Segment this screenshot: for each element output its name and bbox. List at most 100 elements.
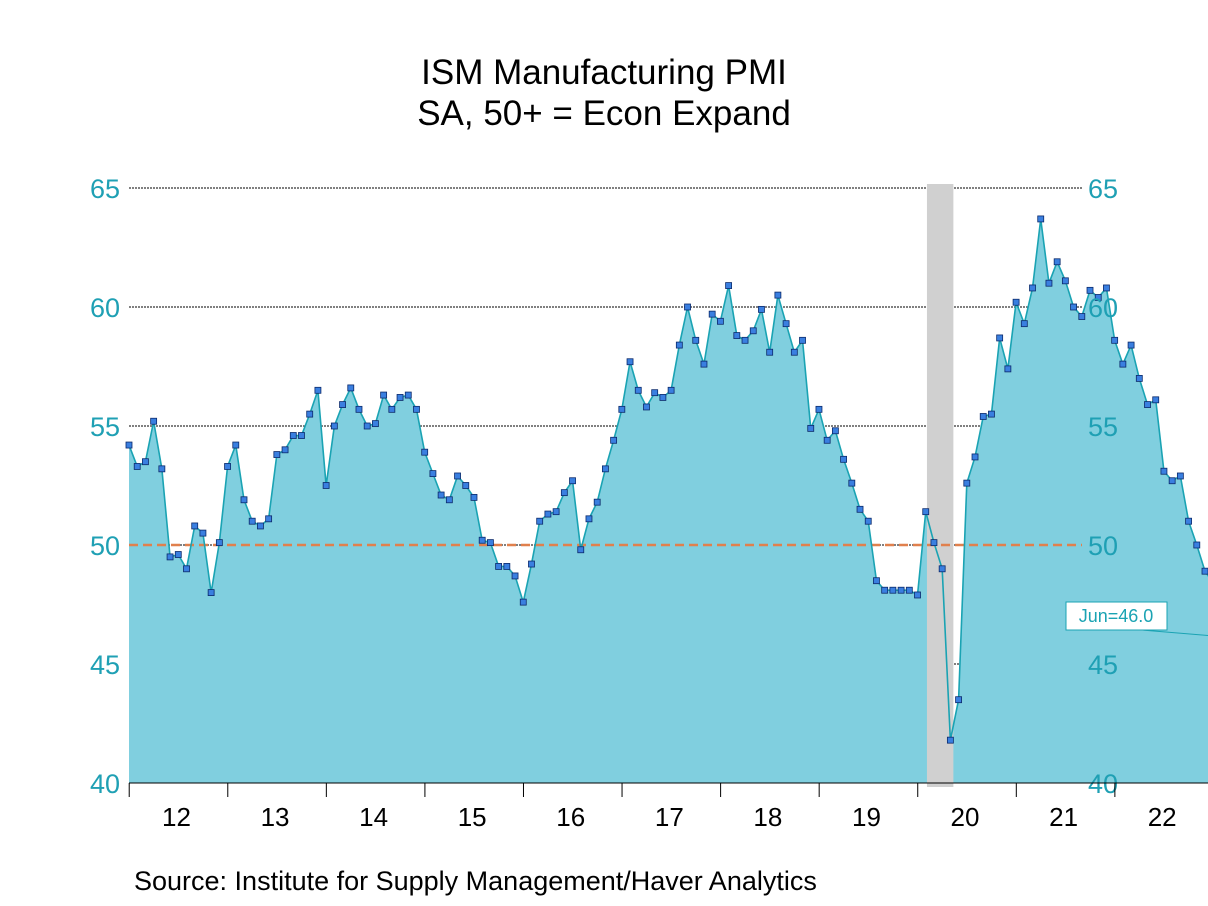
data-point <box>330 422 338 430</box>
data-point <box>873 577 880 585</box>
data-point <box>831 427 839 435</box>
data-point <box>659 394 667 401</box>
data-point <box>560 489 568 497</box>
data-point <box>790 348 798 356</box>
data-point <box>536 517 544 525</box>
data-point <box>823 436 831 444</box>
data-point <box>322 482 330 489</box>
data-point <box>421 448 429 456</box>
area-fill <box>129 218 1208 783</box>
data-point <box>897 586 905 594</box>
data-point <box>281 446 289 454</box>
data-point <box>1127 341 1135 349</box>
recession-band <box>926 184 954 787</box>
data-point <box>1144 401 1151 408</box>
data-point <box>388 405 396 413</box>
data-point <box>815 405 823 413</box>
data-point <box>437 491 445 499</box>
data-point <box>462 482 470 489</box>
data-point <box>224 463 231 470</box>
data-point <box>232 441 240 449</box>
data-point <box>684 303 691 311</box>
data-point <box>413 405 420 413</box>
data-point <box>158 465 166 473</box>
data-point <box>741 336 749 344</box>
data-point <box>470 493 478 501</box>
data-point <box>848 479 856 487</box>
y-tick-label-left: 50 <box>90 531 120 561</box>
data-point <box>339 401 346 408</box>
annotation-box <box>1065 601 1168 631</box>
data-point <box>971 453 979 461</box>
data-point <box>511 572 519 580</box>
data-point <box>273 451 281 458</box>
data-point <box>495 563 503 570</box>
x-tick-label: 22 <box>1148 802 1177 832</box>
data-point <box>183 565 190 573</box>
data-point <box>454 472 461 480</box>
data-point <box>782 320 790 328</box>
data-point <box>215 539 223 547</box>
data-point <box>265 515 273 523</box>
data-point <box>125 441 133 449</box>
data-point <box>528 560 535 568</box>
data-point <box>298 432 305 439</box>
data-point <box>552 508 560 516</box>
data-point <box>174 551 182 558</box>
recession-shading <box>926 184 954 787</box>
data-point <box>445 496 453 504</box>
data-point <box>856 505 864 513</box>
data-point <box>314 386 322 394</box>
data-point <box>766 348 774 356</box>
x-tick-label: 13 <box>261 802 290 832</box>
data-point <box>166 553 174 561</box>
y-tick-label-left: 40 <box>90 769 120 799</box>
data-point <box>1029 284 1036 292</box>
data-point <box>749 327 757 335</box>
data-point <box>404 391 412 399</box>
data-point <box>914 591 921 599</box>
data-point <box>651 389 659 397</box>
data-point <box>946 736 954 744</box>
data-point <box>708 310 716 318</box>
data-point <box>1103 284 1110 292</box>
data-point <box>1160 467 1168 475</box>
x-tick-label: 16 <box>556 802 585 832</box>
data-point <box>487 539 494 547</box>
data-point <box>1004 365 1012 373</box>
data-point <box>133 463 141 470</box>
data-point <box>519 598 527 606</box>
data-point <box>758 305 765 313</box>
x-tick-label: 19 <box>852 802 881 832</box>
data-points <box>125 215 1208 744</box>
x-tick-label: 18 <box>753 802 782 832</box>
data-point <box>667 386 675 394</box>
data-point <box>626 358 634 366</box>
data-point <box>1152 396 1160 404</box>
data-point <box>306 410 314 418</box>
plot-area <box>129 218 1208 783</box>
y-tick-label-right: 45 <box>1088 650 1118 680</box>
data-point <box>380 391 388 399</box>
data-point <box>774 291 782 299</box>
y-tick-label-right: 60 <box>1088 293 1118 323</box>
data-point <box>799 336 806 344</box>
data-point <box>289 432 297 439</box>
data-point <box>1111 336 1119 344</box>
data-point <box>1037 215 1045 223</box>
data-point <box>355 405 363 413</box>
data-point <box>955 696 962 704</box>
data-point <box>1135 374 1143 382</box>
chart-subtitle: SA, 50+ = Econ Expand <box>417 94 791 133</box>
x-tick-label: 17 <box>655 802 684 832</box>
data-point <box>675 341 683 349</box>
x-tick-label: 14 <box>359 802 388 832</box>
data-point <box>996 334 1004 342</box>
data-point <box>503 563 511 570</box>
data-point <box>207 589 215 596</box>
axes: 40 40 45 45 50 50 55 55 60 60 65 65 12 13 14 15 16 17 18 19… <box>90 174 1208 832</box>
y-tick-label-left: 55 <box>90 412 120 442</box>
x-tick-label: 12 <box>162 802 191 832</box>
y-tick-label-left: 65 <box>90 174 120 204</box>
